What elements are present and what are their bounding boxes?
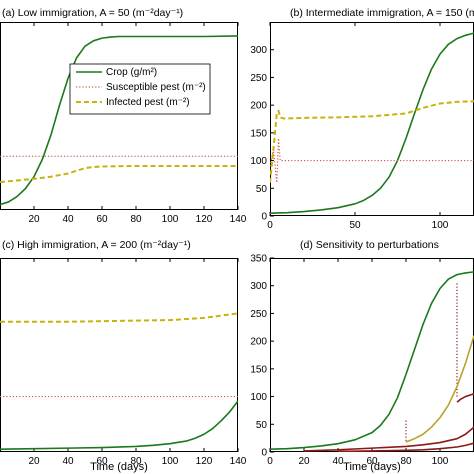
series-group <box>0 312 238 451</box>
chart-panel-d: 0 20 40 60 80 100 0 50 100 150 200 250 300 350 (d) Sen… <box>250 239 474 473</box>
legend-label: Crop (g/m²) <box>106 67 157 78</box>
series-line-d-3 <box>405 335 474 443</box>
y-tick-label: 0 <box>261 212 267 223</box>
y-tick-label: 300 <box>250 45 267 56</box>
legend-label: Infected pest (m⁻²) <box>106 97 190 108</box>
x-axis-label: Time (days) <box>90 461 148 473</box>
series-line-d-5 <box>337 442 474 452</box>
x-tick-label: 60 <box>96 456 108 467</box>
axes-frame <box>0 258 238 452</box>
y-tick-label: 100 <box>250 156 267 167</box>
x-tick-label: 80 <box>400 456 412 467</box>
x-tick-label: 50 <box>349 220 361 231</box>
x-tick-label: 100 <box>162 456 179 467</box>
series-line-b-1 <box>270 137 474 184</box>
series-line-d-4 <box>303 426 474 452</box>
y-tick-label: 250 <box>250 73 267 84</box>
chart-panel-c: 20 40 60 80 100 120 140 (c) High immigration, A… <box>0 239 247 473</box>
legend: Crop (g/m²) Susceptible pest (m⁻²) Infecte… <box>69 63 211 115</box>
x-tick-label: 40 <box>332 456 344 467</box>
series-line-d-0 <box>270 271 474 451</box>
x-tick-label: 120 <box>196 214 213 225</box>
x-tick-label: 80 <box>130 456 142 467</box>
x-tick-label: 100 <box>162 214 179 225</box>
x-tick-label: 0 <box>267 456 273 467</box>
series-line-b-0 <box>270 32 474 215</box>
chart-panel-b: 0 50 100 0 50 100 150 200 250 300 (b) Intermediate… <box>250 7 474 231</box>
legend-label: Susceptible pest (m⁻²) <box>106 82 206 93</box>
x-tick-label: 20 <box>28 456 40 467</box>
series-line-b-2 <box>270 100 474 183</box>
x-tick-label: 80 <box>130 214 142 225</box>
y-tick-label: 200 <box>250 337 267 348</box>
series-line-c-0 <box>0 400 238 451</box>
x-tick-label: 20 <box>28 214 40 225</box>
series-group <box>270 271 474 452</box>
x-tick-label: 100 <box>432 456 449 467</box>
chart-title: (c) High immigration, A = 200 (m⁻²day⁻¹) <box>2 239 191 251</box>
series-group <box>0 35 238 206</box>
y-tick-label: 200 <box>250 101 267 112</box>
y-tick-label: 150 <box>250 364 267 375</box>
series-line-c-2 <box>0 312 238 323</box>
chart-title: (a) Low immigration, A = 50 (m⁻²day⁻¹) <box>2 7 183 19</box>
x-tick-label: 120 <box>196 456 213 467</box>
y-tick-label: 350 <box>250 254 267 265</box>
x-tick-label: 140 <box>230 214 247 225</box>
x-tick-label: 140 <box>230 456 247 467</box>
chart-title: (d) Sensitivity to perturbations <box>300 239 439 251</box>
x-axis-label: Time (days) <box>343 461 401 473</box>
axes-frame <box>270 258 474 452</box>
y-tick-label: 0 <box>261 448 267 459</box>
series-line-d-6 <box>456 393 474 403</box>
chart-title: (b) Intermediate immigration, A = 150 (m… <box>290 7 474 19</box>
x-tick-label: 0 <box>267 220 273 231</box>
axes-frame <box>0 22 238 210</box>
x-tick-label: 100 <box>432 220 449 231</box>
y-tick-label: 100 <box>250 392 267 403</box>
x-tick-label: 60 <box>96 214 108 225</box>
y-tick-label: 150 <box>250 128 267 139</box>
y-tick-label: 50 <box>256 420 268 431</box>
y-tick-label: 250 <box>250 309 267 320</box>
series-line-a-0 <box>0 35 238 206</box>
x-tick-label: 60 <box>366 456 378 467</box>
x-tick-label: 20 <box>298 456 310 467</box>
y-tick-label: 300 <box>250 281 267 292</box>
x-tick-label: 40 <box>62 214 74 225</box>
series-line-a-2 <box>0 164 238 184</box>
y-tick-label: 50 <box>256 184 268 195</box>
series-group <box>270 32 474 215</box>
chart-panel-a: 20 40 60 80 100 120 140 (a) Low immigration, A … <box>0 7 247 225</box>
x-tick-label: 40 <box>62 456 74 467</box>
